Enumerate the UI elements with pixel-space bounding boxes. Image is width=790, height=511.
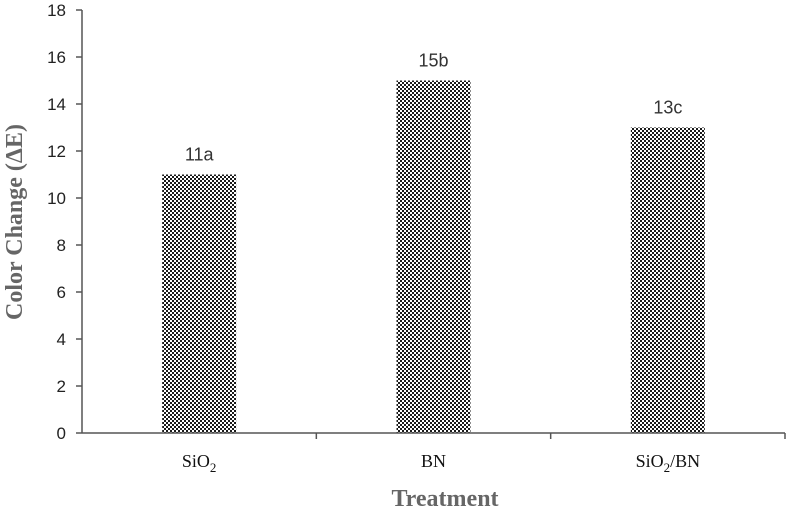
- y-tick-label: 10: [47, 189, 66, 208]
- y-tick-label: 16: [47, 48, 66, 67]
- y-axis-ticks: 0 2 4 6 8 10 12 14 16 18: [47, 1, 82, 443]
- x-tick-label: SiO2: [182, 451, 217, 475]
- bar: [630, 127, 705, 433]
- y-tick-label: 6: [57, 283, 66, 302]
- x-axis-ticks: SiO2 BN SiO2/BN: [182, 433, 786, 475]
- y-tick-label: 18: [47, 1, 66, 20]
- data-label: 13c: [653, 98, 682, 118]
- bar: [162, 174, 237, 433]
- data-label: 11a: [185, 145, 215, 165]
- y-tick-label: 4: [57, 330, 66, 349]
- y-axis-title: Color Change (ΔE): [2, 124, 28, 320]
- y-tick-label: 14: [47, 95, 66, 114]
- y-tick-label: 0: [57, 424, 66, 443]
- bar: [396, 80, 471, 433]
- y-tick-label: 2: [57, 377, 66, 396]
- bars: 11a 15b 13c: [162, 51, 705, 433]
- x-tick-label: SiO2/BN: [636, 451, 701, 475]
- x-axis-title: Treatment: [391, 486, 498, 511]
- y-tick-label: 8: [57, 236, 66, 255]
- y-tick-label: 12: [47, 142, 66, 161]
- x-tick-label: BN: [421, 451, 446, 471]
- data-label: 15b: [418, 51, 448, 71]
